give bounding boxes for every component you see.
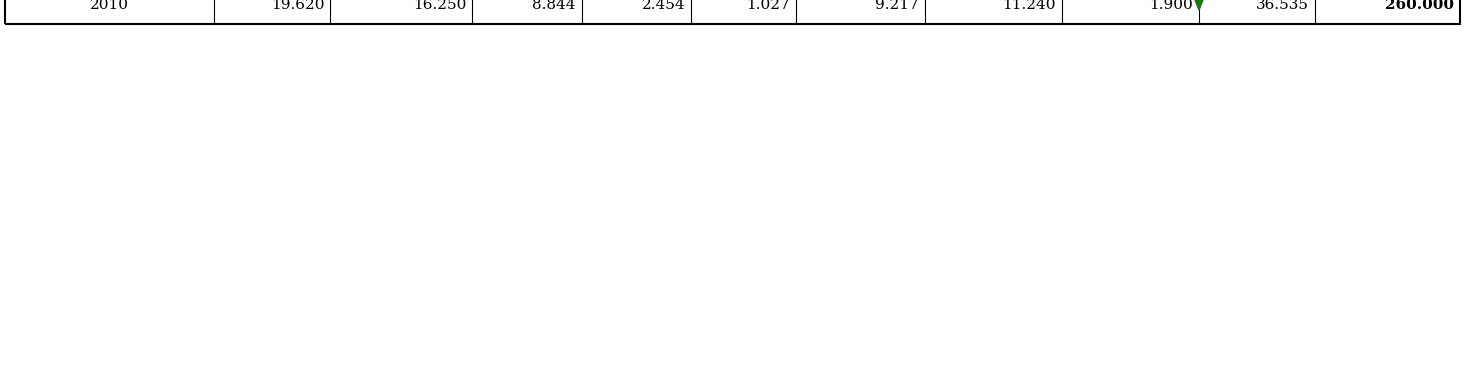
Text: 9.217: 9.217 (876, 0, 918, 12)
Text: 260.000: 260.000 (1385, 0, 1454, 12)
Text: 8.844: 8.844 (533, 0, 577, 12)
Text: 36.535: 36.535 (1256, 0, 1309, 12)
Text: 19.620: 19.620 (271, 0, 324, 12)
Text: 1.900: 1.900 (1149, 0, 1193, 12)
Bar (4, 0, 1460, 24)
Text: 2010: 2010 (91, 0, 129, 12)
Text: 1.027: 1.027 (747, 0, 791, 12)
Polygon shape (1196, 0, 1203, 10)
Text: 11.240: 11.240 (1002, 0, 1056, 12)
Text: 2.454: 2.454 (641, 0, 685, 12)
Text: 16.250: 16.250 (412, 0, 467, 12)
